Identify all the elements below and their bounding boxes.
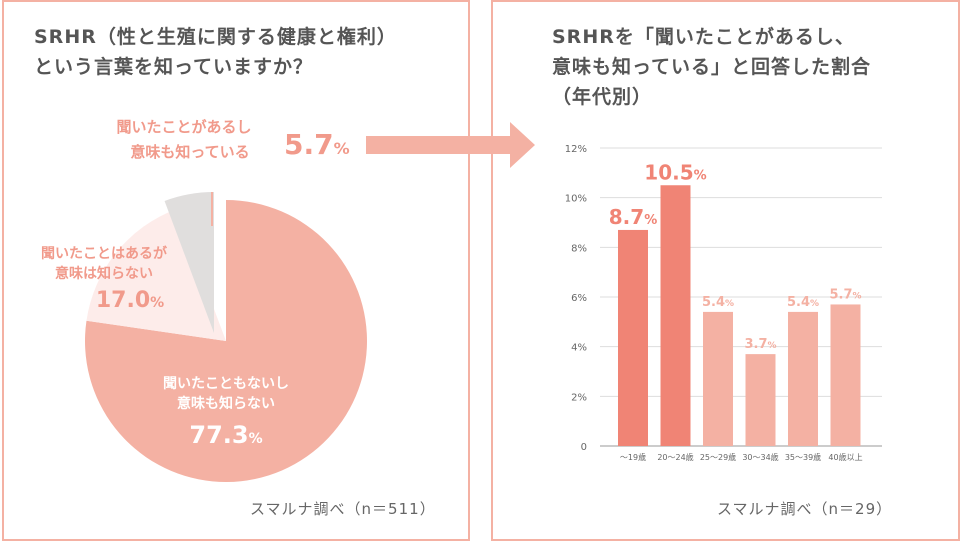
pie-title-line1: SRHR（性と生殖に関する健康と権利） [34, 26, 397, 48]
pie-value-know: 5.7% [284, 128, 350, 161]
pie-slices [84, 192, 367, 482]
pie-slice-not-heard [84, 200, 367, 482]
pie-title-line2: という言葉を知っていますか？ [34, 56, 314, 78]
pie-label-heard-only-line2: 意味は知らない [55, 265, 153, 282]
bar-source-note: スマルナ調べ（n＝29） [717, 500, 893, 518]
pie-label-know-line1: 聞いたことがあるし [116, 118, 251, 136]
pie-label-know-line2: 意味も知っている [130, 143, 249, 161]
pie-value-not-heard-unit: % [249, 431, 263, 447]
pie-value-know-number: 5.7 [284, 128, 334, 161]
bar-title-line2: 意味も知っている」と回答した割合 [552, 56, 872, 78]
right-panel [491, 0, 960, 541]
bar-chart-title: SRHRを「聞いたことがあるし、 意味も知っている」と回答した割合 （年代別） [552, 22, 871, 112]
pie-value-heard-only: 17.0% [96, 288, 164, 313]
pie-slice-heard-only [86, 208, 226, 341]
pie-value-heard-only-number: 17.0 [96, 288, 150, 313]
arrow-shape [366, 122, 535, 168]
pie-value-heard-only-unit: % [150, 295, 164, 311]
pie-label-heard-only-line1: 聞いたことはあるが [41, 245, 168, 262]
bar-title-line1: SRHRを「聞いたことがあるし、 [552, 26, 855, 48]
bar-title-line3: （年代別） [552, 86, 653, 108]
pie-source-note: スマルナ調べ（n＝511） [250, 500, 436, 518]
pie-value-not-heard-number: 77.3 [189, 421, 248, 449]
pie-chart: 聞いたこともないし 意味も知らない 77.3% 聞いたことはあるが 意味は知らな… [41, 118, 367, 482]
pie-label-not-heard-line1: 聞いたこともないし [163, 376, 289, 392]
arrow-icon [366, 122, 535, 168]
pie-value-know-unit: % [334, 139, 350, 158]
pie-label-not-heard-line2: 意味も知らない [177, 395, 275, 412]
pie-value-not-heard: 77.3% [189, 421, 262, 449]
pie-chart-title: SRHR（性と生殖に関する健康と権利） という言葉を知っていますか？ [34, 22, 397, 82]
pie-slice-know [164, 192, 214, 333]
